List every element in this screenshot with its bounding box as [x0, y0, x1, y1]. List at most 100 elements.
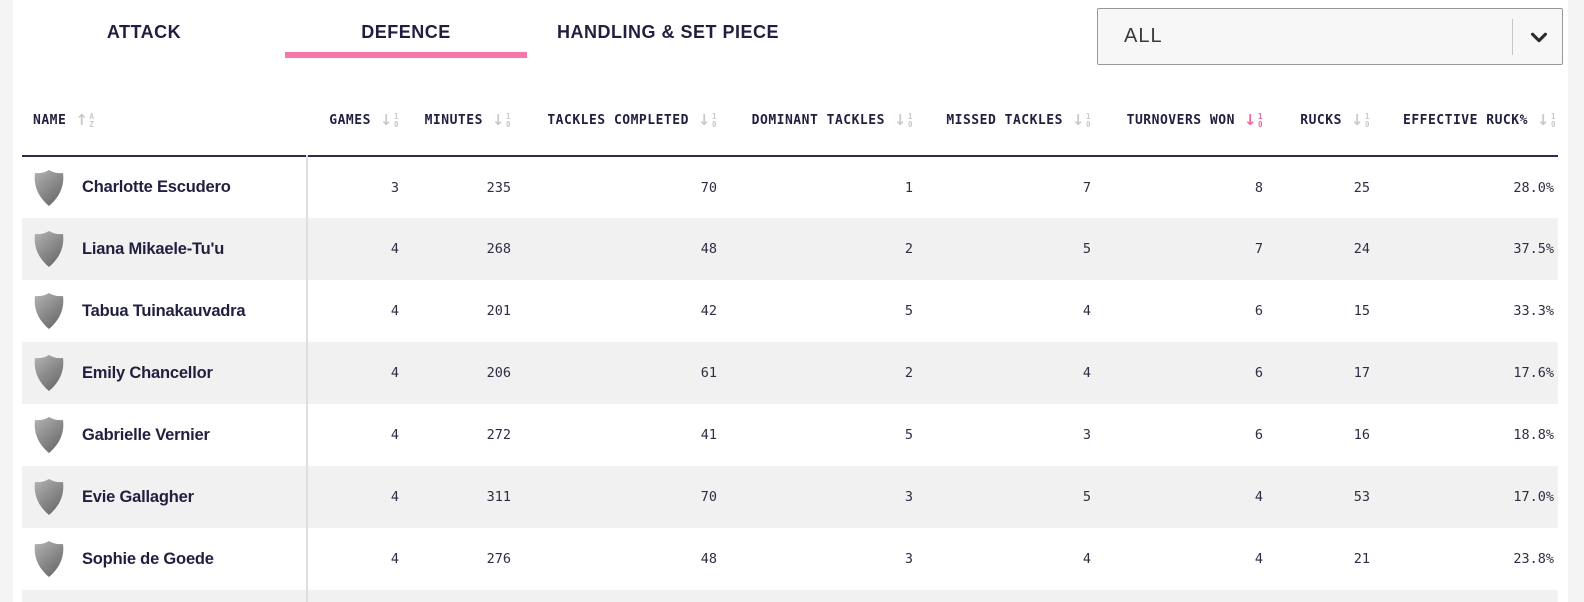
- table-row: Sophie de Goede 4 276 48 3 4 4 21 23.8%: [22, 528, 1558, 590]
- player-name-cell[interactable]: Charlotte Escudero: [22, 156, 308, 218]
- sort-icon-minutes[interactable]: ↓ 1 0: [491, 111, 511, 129]
- column-label-missed_tackles: MISSED TACKLES: [946, 113, 1063, 128]
- cell-missed_tackles: 5: [1082, 241, 1091, 257]
- cell-rucks: 17: [1353, 365, 1370, 381]
- cell-missed_tackles: 3: [1082, 427, 1091, 443]
- cell-minutes: 311: [486, 489, 511, 505]
- column-header-minutes[interactable]: MINUTES ↓ 1 0: [411, 70, 523, 156]
- cell-tackles_completed: 48: [700, 241, 717, 257]
- player-name-cell[interactable]: Sophie de Goede: [22, 528, 308, 590]
- cell-turnovers_won: 6: [1254, 303, 1263, 319]
- player-name: Charlotte Escudero: [82, 178, 231, 196]
- player-name-cell[interactable]: Evie Gallagher: [22, 466, 308, 528]
- cell-minutes: 272: [486, 427, 511, 443]
- cell-rucks: 15: [1353, 303, 1370, 319]
- team-crest-icon: [34, 479, 64, 515]
- cell-rucks: 53: [1353, 489, 1370, 505]
- column-header-rucks[interactable]: RUCKS ↓ 1 0: [1275, 70, 1382, 156]
- player-name-cell[interactable]: Liana Mikaele-Tu'u: [22, 218, 308, 280]
- cell-rucks: 25: [1353, 179, 1370, 196]
- cell-turnovers_won: 6: [1254, 365, 1263, 381]
- column-label-games: GAMES: [329, 113, 371, 128]
- cell-tackles_completed: 48: [700, 551, 717, 567]
- sort-icon-effective_ruck_pct[interactable]: ↓ 1 0: [1536, 111, 1556, 129]
- table-row: Charlotte Escudero 3 235 70 1 7 8 25 28.0%: [22, 156, 1558, 218]
- table-body: Charlotte Escudero 3 235 70 1 7 8 25 28.0% Liana …: [22, 156, 1558, 602]
- column-label-name: NAME: [33, 113, 67, 128]
- cell-dominant_tackles: 3: [904, 489, 913, 505]
- sort-icon-turnovers_won[interactable]: ↓ 1 0: [1243, 111, 1263, 129]
- player-name: Emily Chancellor: [82, 363, 213, 382]
- cell-minutes: 235: [486, 179, 511, 196]
- cell-dominant_tackles: 5: [904, 427, 913, 443]
- column-label-minutes: MINUTES: [424, 113, 483, 128]
- stats-panel: ATTACK DEFENCE HANDLING & SET PIECE ALL NA…: [13, 0, 1568, 602]
- team-crest-icon: [34, 231, 64, 267]
- cell-rucks: 16: [1353, 427, 1370, 443]
- cell-turnovers_won: 7: [1254, 241, 1263, 257]
- team-crest-icon: [34, 417, 64, 453]
- cell-tackles_completed: 42: [700, 303, 717, 319]
- sort-icon-name[interactable]: ↑ A Z: [75, 111, 95, 129]
- cell-minutes: 206: [486, 365, 511, 381]
- tab-handling-set-piece[interactable]: HANDLING & SET PIECE: [556, 22, 780, 42]
- player-name: Liana Mikaele-Tu'u: [82, 239, 225, 258]
- cell-turnovers_won: 4: [1254, 489, 1263, 505]
- player-name-cell[interactable]: Emily Chancellor: [22, 342, 308, 404]
- column-header-games[interactable]: GAMES ↓ 1 0: [307, 70, 411, 156]
- table-row: Liana Mikaele-Tu'u 4 268 48 2 5 7 24 37.5%: [22, 218, 1558, 280]
- column-label-tackles_completed: TACKLES COMPLETED: [547, 113, 689, 128]
- column-label-dominant_tackles: DOMINANT TACKLES: [751, 113, 885, 128]
- partial-row-cells: [307, 590, 1558, 602]
- cell-dominant_tackles: 1: [904, 179, 913, 196]
- cell-minutes: 201: [486, 303, 511, 319]
- cell-effective_ruck_pct: 28.0%: [1513, 179, 1554, 196]
- sort-icon-dominant_tackles[interactable]: ↓ 1 0: [893, 111, 913, 129]
- column-header-name[interactable]: NAME ↑ A Z: [22, 70, 307, 156]
- sort-icon-rucks[interactable]: ↓ 1 0: [1350, 111, 1370, 129]
- cell-tackles_completed: 41: [700, 427, 717, 443]
- table-row-partial: [22, 590, 1558, 602]
- tab-attack[interactable]: ATTACK: [106, 22, 182, 42]
- player-name: Sophie de Goede: [82, 549, 214, 568]
- team-crest-icon: [34, 541, 64, 577]
- column-header-tackles_completed[interactable]: TACKLES COMPLETED ↓ 1 0: [523, 70, 729, 156]
- cell-games: 3: [390, 179, 399, 196]
- cell-games: 4: [390, 427, 399, 443]
- cell-effective_ruck_pct: 23.8%: [1513, 551, 1554, 567]
- cell-games: 4: [390, 365, 399, 381]
- column-label-effective_ruck_pct: EFFECTIVE RUCK%: [1403, 113, 1528, 128]
- column-label-rucks: RUCKS: [1300, 113, 1342, 128]
- player-name: Evie Gallagher: [82, 487, 194, 506]
- cell-games: 4: [390, 241, 399, 257]
- cell-games: 4: [390, 551, 399, 567]
- column-header-dominant_tackles[interactable]: DOMINANT TACKLES ↓ 1 0: [729, 70, 925, 156]
- player-name-cell: [22, 590, 308, 602]
- chevron-down-icon: [1531, 32, 1547, 42]
- cell-effective_ruck_pct: 17.0%: [1513, 489, 1554, 505]
- cell-games: 4: [390, 489, 399, 505]
- cell-rucks: 24: [1353, 241, 1370, 257]
- cell-missed_tackles: 4: [1082, 303, 1091, 319]
- cell-turnovers_won: 4: [1254, 551, 1263, 567]
- column-label-turnovers_won: TURNOVERS WON: [1126, 113, 1235, 128]
- tab-defence[interactable]: DEFENCE: [285, 6, 527, 58]
- column-header-turnovers_won[interactable]: TURNOVERS WON ↓ 1 0: [1103, 70, 1275, 156]
- table-row: Tabua Tuinakauvadra 4 201 42 5 4 6 15 33.3%: [22, 280, 1558, 342]
- team-filter-value: ALL: [1124, 25, 1163, 47]
- player-name-cell[interactable]: Tabua Tuinakauvadra: [22, 280, 308, 342]
- table-row: Emily Chancellor 4 206 61 2 4 6 17 17.6%: [22, 342, 1558, 404]
- player-name-cell[interactable]: Gabrielle Vernier: [22, 404, 308, 466]
- team-filter-dropdown[interactable]: ALL: [1097, 8, 1563, 65]
- cell-missed_tackles: 7: [1082, 179, 1091, 196]
- column-header-missed_tackles[interactable]: MISSED TACKLES ↓ 1 0: [925, 70, 1103, 156]
- sort-icon-tackles_completed[interactable]: ↓ 1 0: [697, 111, 717, 129]
- cell-effective_ruck_pct: 33.3%: [1513, 303, 1554, 319]
- sort-icon-games[interactable]: ↓ 1 0: [379, 111, 399, 129]
- cell-games: 4: [390, 303, 399, 319]
- table-row: Gabrielle Vernier 4 272 41 5 3 6 16 18.8%: [22, 404, 1558, 466]
- sort-icon-missed_tackles[interactable]: ↓ 1 0: [1071, 111, 1091, 129]
- defence-stats-table: NAME ↑ A Z GAMES ↓ 1 0 MINUTES ↓ 1 0 TACKLES COMPLET…: [22, 70, 1558, 602]
- column-header-effective_ruck_pct[interactable]: EFFECTIVE RUCK% ↓ 1 0: [1382, 70, 1558, 156]
- tab-bar: ATTACK DEFENCE HANDLING & SET PIECE: [23, 0, 789, 58]
